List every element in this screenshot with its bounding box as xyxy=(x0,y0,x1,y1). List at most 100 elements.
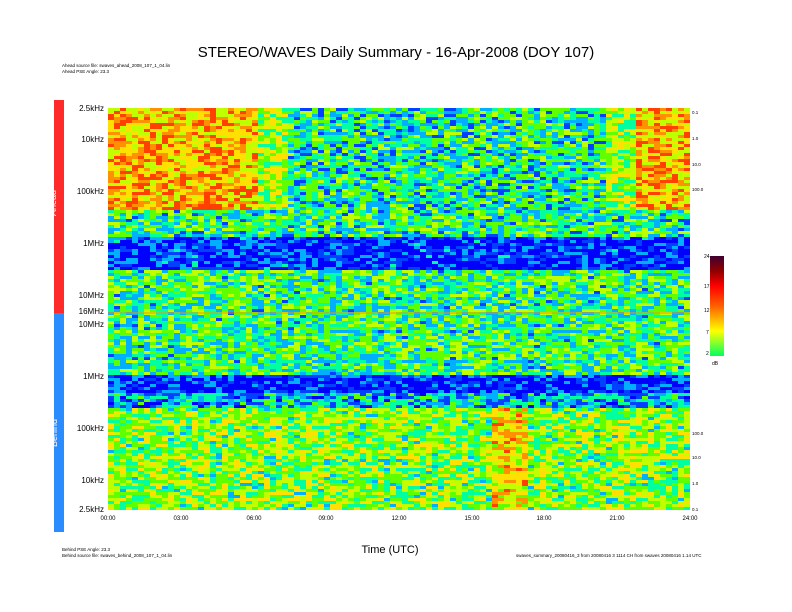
heatmap-cell xyxy=(666,147,672,150)
heatmap-cell xyxy=(606,144,612,147)
heatmap-cell xyxy=(240,147,246,150)
heatmap-cell xyxy=(408,108,414,111)
heatmap-cell xyxy=(444,111,450,114)
heatmap-cell xyxy=(324,177,330,180)
heatmap-cell xyxy=(180,114,186,117)
heatmap-cell xyxy=(174,132,180,135)
heatmap-cell xyxy=(570,117,576,120)
heatmap-cell xyxy=(642,192,648,195)
heatmap-cell xyxy=(492,174,498,177)
heatmap-cell xyxy=(648,207,654,210)
heatmap-cell xyxy=(624,219,630,222)
heatmap-cell xyxy=(570,222,576,225)
heatmap-cell xyxy=(462,165,468,168)
heatmap-cell xyxy=(528,201,534,204)
heatmap-cell xyxy=(552,186,558,189)
heatmap-cell xyxy=(306,186,312,189)
heatmap-cell xyxy=(612,210,618,213)
heatmap-cell xyxy=(132,141,138,144)
heatmap-cell xyxy=(426,138,432,141)
heatmap-cell xyxy=(324,249,330,252)
heatmap-cell xyxy=(234,114,240,117)
heatmap-cell xyxy=(252,237,258,240)
heatmap-cell xyxy=(414,249,420,252)
heatmap-cell xyxy=(528,144,534,147)
heatmap-cell xyxy=(198,207,204,210)
heatmap-cell xyxy=(234,195,240,198)
heatmap-cell xyxy=(624,174,630,177)
heatmap-cell xyxy=(660,132,666,135)
heatmap-cell xyxy=(312,171,318,174)
heatmap-cell xyxy=(468,174,474,177)
heatmap-cell xyxy=(420,138,426,141)
heatmap-cell xyxy=(276,180,282,183)
heatmap-cell xyxy=(252,195,258,198)
heatmap-cell xyxy=(588,117,594,120)
heatmap-cell xyxy=(666,231,672,234)
heatmap-cell xyxy=(282,204,288,207)
heatmap-cell xyxy=(396,186,402,189)
heatmap-cell xyxy=(306,249,312,252)
heatmap-cell xyxy=(420,150,426,153)
heatmap-cell xyxy=(198,198,204,201)
heatmap-cell xyxy=(606,171,612,174)
heatmap-cell xyxy=(516,222,522,225)
heatmap-cell xyxy=(654,210,660,213)
heatmap-cell xyxy=(612,243,618,246)
heatmap-cell xyxy=(636,213,642,216)
heatmap-cell xyxy=(510,228,516,231)
heatmap-cell xyxy=(486,126,492,129)
heatmap-cell xyxy=(678,207,684,210)
heatmap-cell xyxy=(342,147,348,150)
heatmap-cell xyxy=(198,147,204,150)
heatmap-cell xyxy=(534,219,540,222)
heatmap-cell xyxy=(120,138,126,141)
heatmap-cell xyxy=(282,213,288,216)
heatmap-cell xyxy=(360,261,366,264)
heatmap-cell xyxy=(582,222,588,225)
heatmap-cell xyxy=(300,228,306,231)
heatmap-cell xyxy=(210,177,216,180)
heatmap-cell xyxy=(474,246,480,249)
heatmap-cell xyxy=(510,240,516,243)
heatmap-cell xyxy=(186,117,192,120)
heatmap-cell xyxy=(390,129,396,132)
heatmap-cell xyxy=(384,219,390,222)
heatmap-cell xyxy=(480,174,486,177)
heatmap-cell xyxy=(228,171,234,174)
heatmap-cell xyxy=(474,177,480,180)
heatmap-cell xyxy=(120,240,126,243)
heatmap-cell xyxy=(270,183,276,186)
heatmap-cell xyxy=(186,153,192,156)
heatmap-cell xyxy=(492,198,498,201)
heatmap-cell xyxy=(204,168,210,171)
heatmap-cell xyxy=(378,189,384,192)
heatmap-cell xyxy=(324,228,330,231)
heatmap-cell xyxy=(570,120,576,123)
heatmap-cell xyxy=(642,243,648,246)
heatmap-cell xyxy=(462,129,468,132)
heatmap-cell xyxy=(156,183,162,186)
heatmap-cell xyxy=(144,147,150,150)
heatmap-cell xyxy=(384,201,390,204)
heatmap-cell xyxy=(432,252,438,255)
heatmap-cell xyxy=(396,210,402,213)
heatmap-cell xyxy=(492,117,498,120)
heatmap-cell xyxy=(390,258,396,261)
heatmap-cell xyxy=(264,201,270,204)
heatmap-cell xyxy=(174,177,180,180)
heatmap-cell xyxy=(228,216,234,219)
heatmap-cell xyxy=(174,108,180,111)
heatmap-cell xyxy=(570,243,576,246)
heatmap-cell xyxy=(210,117,216,120)
heatmap-cell xyxy=(474,168,480,171)
heatmap-cell xyxy=(114,156,120,159)
heatmap-cell xyxy=(384,210,390,213)
heatmap-cell xyxy=(432,195,438,198)
heatmap-cell xyxy=(504,201,510,204)
heatmap-cell xyxy=(570,237,576,240)
heatmap-cell xyxy=(360,168,366,171)
heatmap-cell xyxy=(186,135,192,138)
heatmap-cell xyxy=(624,255,630,258)
heatmap-cell xyxy=(492,138,498,141)
